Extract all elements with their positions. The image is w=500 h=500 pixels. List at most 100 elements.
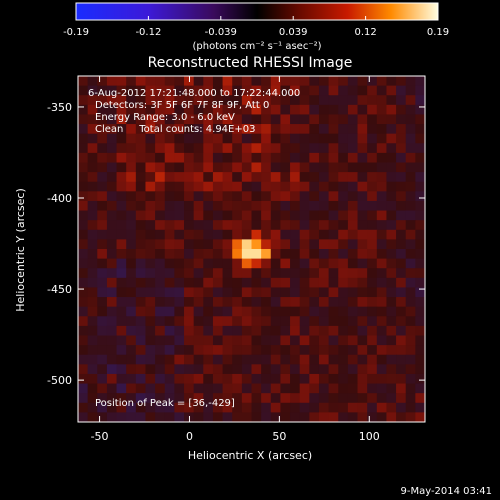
- image-pixel: [116, 124, 127, 135]
- image-pixel: [367, 162, 378, 173]
- image-pixel: [116, 373, 127, 385]
- image-pixel: [357, 104, 368, 115]
- image-pixel: [251, 133, 262, 144]
- image-pixel: [261, 85, 272, 96]
- image-pixel: [280, 393, 291, 404]
- image-pixel: [155, 297, 166, 308]
- image-pixel: [309, 220, 320, 231]
- image-pixel: [367, 364, 378, 375]
- image-pixel: [203, 402, 214, 413]
- image-pixel: [232, 354, 243, 365]
- image-pixel: [261, 402, 272, 413]
- image-pixel: [203, 133, 214, 144]
- image-pixel: [367, 181, 378, 192]
- image-pixel: [97, 258, 108, 269]
- image-pixel: [232, 345, 243, 356]
- image-pixel: [309, 297, 320, 308]
- image-pixel: [135, 124, 146, 135]
- image-pixel: [386, 104, 397, 115]
- image-pixel: [386, 402, 397, 413]
- image-pixel: [309, 268, 320, 279]
- image-pixel: [280, 104, 291, 115]
- image-pixel: [328, 402, 339, 413]
- image-pixel: [415, 104, 425, 115]
- image-pixel: [106, 172, 118, 183]
- image-pixel: [415, 383, 425, 394]
- image-pixel: [396, 258, 407, 269]
- image-pixel: [338, 412, 349, 422]
- image-pixel: [270, 354, 281, 365]
- image-pixel: [116, 133, 127, 144]
- image-pixel: [174, 316, 185, 327]
- image-pixel: [155, 172, 166, 183]
- image-pixel: [174, 383, 185, 394]
- image-pixel: [184, 258, 195, 269]
- image-pixel: [376, 162, 387, 173]
- image-pixel: [251, 191, 262, 202]
- image-pixel: [97, 325, 108, 336]
- x-tick-label: -50: [91, 430, 109, 443]
- image-pixel: [328, 239, 339, 250]
- image-pixel: [290, 364, 301, 375]
- image-pixel: [203, 277, 214, 288]
- image-pixel: [328, 345, 339, 356]
- image-pixel: [87, 258, 98, 269]
- image-pixel: [232, 325, 243, 336]
- image-pixel: [145, 316, 156, 327]
- image-pixel: [155, 345, 166, 356]
- image-pixel: [357, 85, 368, 96]
- image-pixel: [280, 277, 291, 288]
- image-pixel: [367, 104, 378, 115]
- image-pixel: [106, 210, 118, 221]
- image-pixel: [212, 152, 224, 163]
- image-pixel: [184, 210, 195, 221]
- image-pixel: [212, 124, 224, 135]
- image-pixel: [299, 95, 310, 106]
- image-pixel: [367, 316, 378, 327]
- image-pixel: [135, 162, 146, 173]
- image-pixel: [232, 95, 243, 106]
- image-pixel: [193, 412, 204, 422]
- image-pixel: [318, 393, 330, 404]
- image-pixel: [135, 152, 146, 163]
- image-pixel: [251, 258, 262, 269]
- image-pixel: [386, 287, 397, 298]
- image-pixel: [396, 402, 407, 413]
- image-pixel: [232, 124, 243, 135]
- image-pixel: [318, 200, 330, 212]
- image-pixel: [164, 277, 175, 288]
- image-pixel: [87, 181, 98, 192]
- image-pixel: [135, 210, 146, 221]
- x-axis-label: Heliocentric X (arcsec): [188, 449, 312, 462]
- image-pixel: [405, 364, 416, 375]
- image-pixel: [251, 268, 262, 279]
- image-pixel: [376, 412, 387, 422]
- image-pixel: [212, 76, 224, 87]
- image-pixel: [338, 383, 349, 394]
- image-pixel: [415, 152, 425, 163]
- image-pixel: [299, 249, 310, 260]
- image-pixel: [338, 229, 349, 240]
- image-pixel: [155, 210, 166, 221]
- image-pixel: [126, 383, 137, 394]
- image-pixel: [116, 200, 127, 212]
- image-pixel: [376, 220, 387, 231]
- image-pixel: [241, 345, 252, 356]
- image-pixel: [97, 76, 108, 87]
- image-pixel: [212, 268, 224, 279]
- image-pixel: [357, 229, 368, 240]
- image-pixel: [251, 76, 262, 87]
- image-pixel: [405, 229, 416, 240]
- image-pixel: [299, 200, 310, 212]
- image-pixel: [367, 172, 378, 183]
- image-pixel: [145, 373, 156, 385]
- image-pixel: [116, 104, 127, 115]
- image-pixel: [386, 162, 397, 173]
- image-pixel: [415, 364, 425, 375]
- image-pixel: [376, 191, 387, 202]
- image-pixel: [338, 373, 349, 385]
- image-pixel: [87, 297, 98, 308]
- image-pixel: [251, 162, 262, 173]
- annotation-time: 6-Aug-2012 17:21:48.000 to 17:22:44.000: [88, 88, 300, 99]
- image-pixel: [126, 229, 137, 240]
